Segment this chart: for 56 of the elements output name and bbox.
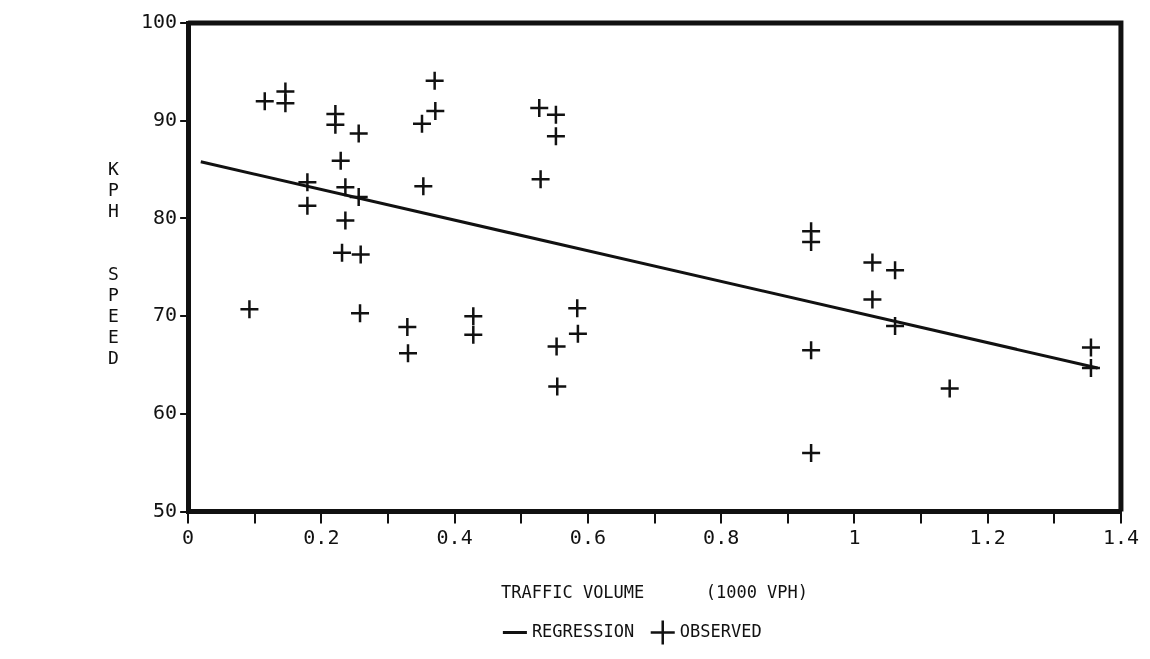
point bbox=[545, 104, 567, 126]
point bbox=[530, 169, 551, 190]
point bbox=[411, 113, 433, 134]
point bbox=[424, 70, 445, 91]
y-tick-label: 60 bbox=[153, 400, 178, 425]
point bbox=[254, 90, 275, 112]
point bbox=[939, 378, 960, 399]
point bbox=[1080, 337, 1102, 358]
legend-label: REGRESSION bbox=[531, 620, 635, 641]
point bbox=[413, 175, 434, 197]
point bbox=[397, 316, 418, 338]
point bbox=[330, 150, 351, 172]
point bbox=[297, 195, 318, 216]
point bbox=[349, 302, 371, 324]
point bbox=[567, 323, 589, 344]
point bbox=[800, 442, 822, 464]
point bbox=[800, 340, 822, 361]
point bbox=[275, 92, 296, 114]
x-tick-label: 0 bbox=[182, 524, 195, 549]
x-axis-title: TRAFFIC VOLUME (1000 VPH) bbox=[501, 582, 809, 603]
point bbox=[335, 210, 356, 231]
point bbox=[862, 289, 883, 310]
point bbox=[529, 97, 550, 119]
x-tick-label: 0.4 bbox=[436, 524, 473, 549]
point bbox=[325, 114, 346, 135]
point bbox=[862, 252, 883, 273]
x-tick-label: 1.4 bbox=[1102, 524, 1139, 549]
point bbox=[239, 299, 260, 320]
point bbox=[397, 343, 419, 364]
y-tick-label: 50 bbox=[153, 497, 178, 522]
point bbox=[547, 376, 568, 397]
y-axis-title: KPH SPEED bbox=[103, 158, 124, 368]
point bbox=[350, 244, 371, 265]
point bbox=[425, 100, 446, 122]
point bbox=[884, 259, 906, 281]
point bbox=[884, 315, 906, 337]
point bbox=[463, 324, 484, 345]
point bbox=[348, 123, 369, 144]
point bbox=[297, 172, 318, 193]
y-tick-label: 80 bbox=[153, 204, 178, 229]
y-tick-label: 70 bbox=[153, 302, 178, 327]
point bbox=[331, 242, 353, 263]
x-tick-label: 0.2 bbox=[303, 524, 340, 549]
point bbox=[463, 305, 484, 327]
point bbox=[546, 336, 567, 357]
point bbox=[1080, 357, 1102, 379]
x-tick-label: 1 bbox=[848, 524, 861, 549]
y-tick-label: 100 bbox=[141, 9, 178, 34]
x-tick-label: 0.6 bbox=[569, 524, 606, 549]
legend-label: OBSERVED bbox=[679, 620, 762, 641]
point bbox=[545, 126, 567, 147]
x-tick-label: 1.2 bbox=[969, 524, 1006, 549]
point bbox=[566, 298, 588, 319]
point bbox=[800, 231, 822, 253]
x-tick-label: 0.8 bbox=[703, 524, 740, 549]
y-tick-label: 90 bbox=[153, 106, 178, 131]
